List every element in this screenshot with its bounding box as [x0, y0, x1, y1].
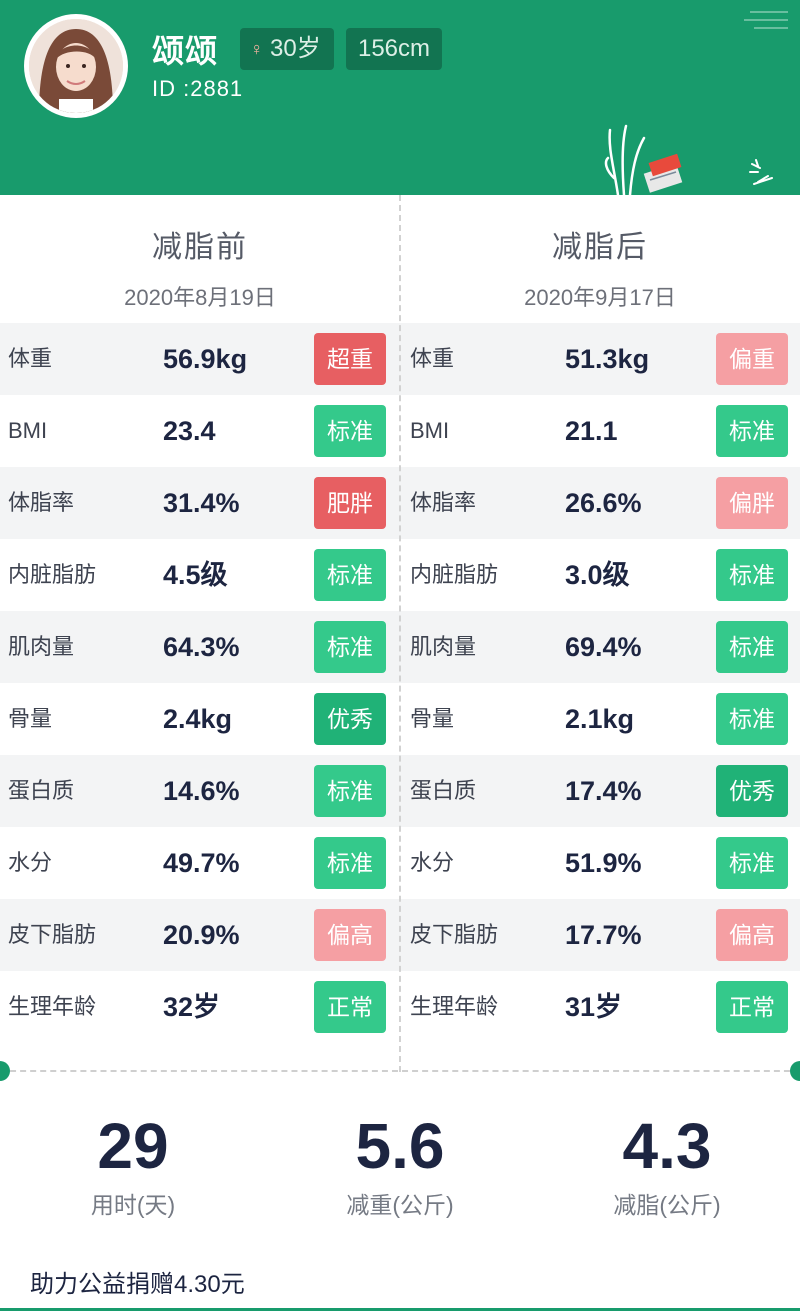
- before-status-badge: 标准: [314, 405, 386, 457]
- hand-illustration: [604, 124, 683, 195]
- before-metric-value: 4.5级: [163, 560, 228, 590]
- after-metric-label: 内脏脂肪: [410, 562, 499, 587]
- before-column-header: 减脂前 2020年8月19日: [0, 222, 400, 312]
- after-metric-value: 21.1: [565, 416, 618, 446]
- after-status-badge: 优秀: [716, 765, 788, 817]
- before-metric-label: 蛋白质: [8, 778, 75, 803]
- after-title: 减脂后: [552, 231, 648, 264]
- age-tag: ♀ 30岁: [240, 28, 334, 70]
- table-row: 内脏脂肪 4.5级 标准 内脏脂肪 3.0级 标准: [0, 539, 800, 611]
- before-metric-label: 水分: [8, 850, 53, 875]
- before-metric-label: 肌肉量: [8, 634, 75, 659]
- before-status-badge: 标准: [314, 837, 386, 889]
- after-metric-label: 蛋白质: [410, 778, 477, 803]
- column-divider: [399, 195, 401, 1072]
- before-metric-value: 20.9%: [163, 920, 240, 950]
- before-status-badge: 标准: [314, 765, 386, 817]
- before-status-badge: 肥胖: [314, 477, 386, 529]
- after-status-badge: 标准: [716, 549, 788, 601]
- after-metric-value: 51.3kg: [565, 344, 650, 374]
- after-metric-value: 17.4%: [565, 776, 642, 806]
- after-status-badge: 标准: [716, 837, 788, 889]
- stat-weight-loss-value: 5.6: [355, 1110, 445, 1182]
- stripes-decoration: [744, 11, 788, 29]
- before-status-badge: 偏高: [314, 909, 386, 961]
- before-metric-label: 生理年龄: [8, 994, 97, 1019]
- after-metric-label: 皮下脂肪: [410, 922, 499, 947]
- summary-divider: [0, 1070, 800, 1072]
- table-row: 水分 49.7% 标准 水分 51.9% 标准: [0, 827, 800, 899]
- before-status-badge: 正常: [314, 981, 386, 1033]
- before-metric-value: 56.9kg: [163, 344, 248, 374]
- after-metric-value: 3.0级: [565, 560, 630, 590]
- before-metric-label: 皮下脂肪: [8, 922, 97, 947]
- stat-fat-loss-label: 减脂(公斤): [613, 1192, 721, 1218]
- before-metric-value: 32岁: [163, 992, 221, 1022]
- stat-fat-loss-value: 4.3: [622, 1110, 712, 1182]
- after-metric-label: 体脂率: [410, 490, 477, 515]
- before-metric-value: 2.4kg: [163, 704, 233, 734]
- before-status-badge: 标准: [314, 621, 386, 673]
- after-status-badge: 标准: [716, 405, 788, 457]
- table-row: BMI 23.4 标准 BMI 21.1 标准: [0, 395, 800, 467]
- after-metric-value: 51.9%: [565, 848, 642, 878]
- after-metric-value: 69.4%: [565, 632, 642, 662]
- avatar[interactable]: [24, 14, 128, 118]
- before-date: 2020年8月19日: [124, 285, 276, 310]
- after-status-badge: 偏胖: [716, 477, 788, 529]
- after-status-badge: 标准: [716, 621, 788, 673]
- after-metric-label: BMI: [410, 418, 450, 443]
- stat-days: 29 用时(天): [0, 1110, 266, 1220]
- after-date: 2020年9月17日: [524, 285, 676, 310]
- after-status-badge: 偏高: [716, 909, 788, 961]
- before-status-badge: 标准: [314, 549, 386, 601]
- after-metric-value: 17.7%: [565, 920, 642, 950]
- donation-text[interactable]: 助力公益捐赠4.30元: [30, 1271, 245, 1298]
- after-metric-value: 2.1kg: [565, 704, 635, 734]
- user-id: ID :2881: [152, 76, 244, 101]
- stat-days-value: 29: [97, 1110, 169, 1182]
- avatar-photo: [29, 19, 123, 113]
- before-metric-label: 体重: [8, 346, 53, 371]
- before-status-badge: 优秀: [314, 693, 386, 745]
- notch-left: [0, 1061, 10, 1081]
- after-column-header: 减脂后 2020年9月17日: [400, 222, 800, 312]
- female-icon: ♀: [250, 39, 264, 59]
- after-metric-label: 生理年龄: [410, 994, 499, 1019]
- after-status-badge: 偏重: [716, 333, 788, 385]
- before-metric-label: 内脏脂肪: [8, 562, 97, 587]
- profile-header: 颂颂 ♀ 30岁 156cm ID :2881: [0, 0, 800, 195]
- bottom-rule: [0, 1308, 800, 1311]
- after-status-badge: 正常: [716, 981, 788, 1033]
- sparkle-icon: [749, 159, 773, 185]
- stat-weight-loss-label: 减重(公斤): [346, 1192, 454, 1218]
- notch-right: [790, 1061, 800, 1081]
- before-status-badge: 超重: [314, 333, 386, 385]
- table-row: 骨量 2.4kg 优秀 骨量 2.1kg 标准: [0, 683, 800, 755]
- after-metric-value: 31岁: [565, 992, 623, 1022]
- age-value: 30岁: [270, 35, 321, 62]
- stat-days-label: 用时(天): [90, 1192, 176, 1218]
- before-metric-value: 64.3%: [163, 632, 240, 662]
- after-metric-label: 骨量: [410, 706, 455, 731]
- stat-fat-loss: 4.3 减脂(公斤): [534, 1110, 800, 1220]
- before-metric-value: 23.4: [163, 416, 216, 446]
- stat-weight-loss: 5.6 减重(公斤): [267, 1110, 533, 1220]
- before-metric-label: BMI: [8, 418, 48, 443]
- after-status-badge: 标准: [716, 693, 788, 745]
- after-metric-label: 体重: [410, 346, 455, 371]
- after-metric-label: 水分: [410, 850, 455, 875]
- before-metric-label: 体脂率: [8, 490, 75, 515]
- after-metric-value: 26.6%: [565, 488, 642, 518]
- before-metric-label: 骨量: [8, 706, 53, 731]
- user-name: 颂颂: [152, 33, 219, 69]
- before-metric-value: 31.4%: [163, 488, 240, 518]
- after-metric-label: 肌肉量: [410, 634, 477, 659]
- table-row: 生理年龄 32岁 正常 生理年龄 31岁 正常: [0, 971, 800, 1043]
- height-tag: 156cm: [346, 28, 442, 70]
- before-title: 减脂前: [152, 231, 248, 264]
- before-metric-value: 49.7%: [163, 848, 240, 878]
- before-metric-value: 14.6%: [163, 776, 240, 806]
